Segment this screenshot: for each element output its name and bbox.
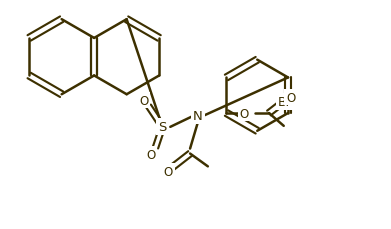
Text: O: O [146,148,155,161]
Text: O: O [240,107,249,120]
Text: S: S [158,121,167,134]
Text: O: O [286,91,295,104]
Text: N: N [193,110,203,123]
Text: Br: Br [278,95,292,108]
Text: O: O [164,165,173,178]
Text: O: O [139,94,148,107]
